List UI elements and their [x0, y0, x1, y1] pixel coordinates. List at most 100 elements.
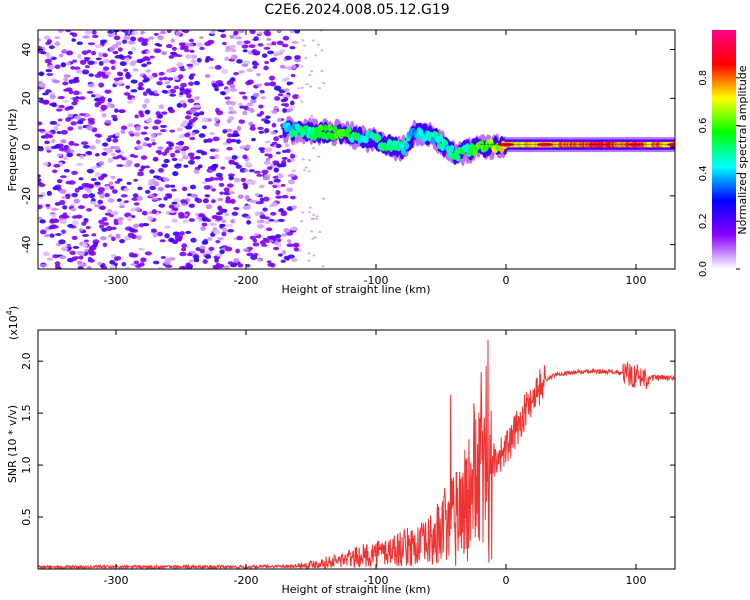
spectrogram-noise-cell — [152, 125, 159, 130]
spectrogram-noise-cell — [300, 100, 304, 103]
spectrogram-noise-cell — [132, 68, 139, 72]
spectrogram-noise-cell — [303, 169, 307, 172]
spectrogram-noise-cell — [207, 138, 213, 143]
spectrogram-noise-cell — [61, 214, 67, 219]
spectrogram-noise-cell — [237, 263, 244, 268]
spectrogram-noise-cell — [188, 218, 195, 222]
spectrogram-noise-cell — [38, 183, 46, 188]
spectrogram-noise-cell — [314, 54, 318, 57]
spectrogram-noise-cell — [270, 211, 277, 216]
spectrogram-noise-cell — [228, 159, 234, 165]
spectrogram-noise-cell — [49, 233, 55, 238]
spectrogram-noise-cell — [83, 217, 89, 223]
spectrogram-noise-cell — [149, 185, 157, 191]
spectrogram-noise-cell — [101, 112, 107, 118]
spectrogram-noise-cell — [77, 53, 82, 59]
spectrogram-noise-cell — [107, 157, 114, 163]
spectrogram-noise-cell — [178, 158, 184, 162]
spectrogram-noise-cell — [38, 204, 43, 210]
spectrogram-noise-cell — [281, 194, 289, 199]
spectrogram-signal-cell — [430, 136, 436, 144]
spectrogram-noise-cell — [230, 138, 237, 143]
spectrogram-noise-cell — [147, 36, 155, 40]
spectrogram-noise-cell — [317, 155, 321, 158]
spectrogram-noise-cell — [109, 264, 115, 269]
spectrogram-noise-cell — [77, 205, 85, 210]
spectrogram-noise-cell — [237, 194, 244, 199]
spectrogram-noise-cell — [138, 223, 145, 228]
spectrogram-noise-cell — [220, 33, 227, 39]
spectrogram-noise-cell — [242, 205, 250, 210]
spectrogram-noise-cell — [215, 215, 223, 221]
spectrogram-noise-cell — [149, 194, 154, 198]
spectrogram-noise-cell — [257, 43, 264, 47]
spectrogram-noise-cell — [238, 91, 246, 95]
spectrogram-noise-cell — [229, 84, 236, 88]
spectrogram-noise-cell — [187, 98, 195, 103]
spectrogram-noise-cell — [68, 140, 75, 146]
spectrogram-noise-cell — [228, 106, 234, 111]
spectrogram-noise-cell — [257, 224, 264, 229]
spectrogram-noise-cell — [70, 65, 76, 70]
spectrogram-noise-cell — [250, 98, 257, 104]
spectrogram-noise-cell — [251, 49, 258, 54]
y-tick-label: -40 — [20, 236, 33, 254]
spectrogram-noise-cell — [81, 69, 90, 75]
y-tick-label: 0.5 — [20, 508, 33, 526]
spectrogram-noise-cell — [277, 93, 284, 97]
spectrogram-noise-cell — [275, 151, 281, 155]
spectrogram-noise-cell — [153, 32, 159, 36]
spectrogram-noise-cell — [51, 215, 57, 220]
spectrogram-noise-cell — [61, 48, 68, 53]
spectrogram-noise-cell — [149, 55, 155, 59]
spectrogram-noise-cell — [179, 68, 186, 72]
spectrogram-noise-cell — [238, 119, 246, 124]
spectrogram-noise-cell — [154, 48, 162, 54]
spectrogram-noise-cell — [45, 42, 52, 45]
spectrogram-noise-cell — [292, 94, 300, 100]
spectrogram-noise-cell — [65, 87, 73, 92]
spectrogram-noise-cell — [272, 182, 280, 186]
spectrogram-noise-cell — [310, 114, 314, 117]
spectrogram-noise-cell — [212, 227, 218, 231]
spectrogram-noise-cell — [116, 164, 124, 167]
spectrogram-noise-cell — [242, 154, 248, 160]
spectrogram-noise-cell — [258, 147, 266, 151]
spectrogram-noise-cell — [249, 108, 255, 114]
spectrogram-noise-cell — [259, 200, 264, 205]
spectrogram-noise-cell — [178, 42, 186, 47]
spectrogram-noise-cell — [121, 157, 126, 161]
spectrogram-noise-cell — [312, 147, 316, 150]
spectrogram-noise-cell — [140, 257, 147, 263]
spectrogram-noise-cell — [117, 178, 123, 182]
spectrogram-noise-cell — [176, 62, 184, 68]
spectrogram-noise-cell — [253, 170, 261, 174]
spectrogram-noise-cell — [241, 44, 249, 49]
spectrogram-noise-cell — [293, 247, 300, 252]
spectrogram-noise-cell — [145, 88, 152, 94]
spectrogram-noise-cell — [207, 237, 213, 241]
spectrogram-noise-cell — [137, 186, 143, 191]
spectrogram-noise-cell — [297, 87, 301, 90]
spectrogram-noise-cell — [212, 163, 219, 168]
y-tick-label: 0 — [20, 144, 33, 151]
spectrogram-noise-cell — [110, 175, 116, 180]
spectrogram-noise-cell — [262, 237, 268, 241]
spectrogram-noise-cell — [65, 30, 72, 33]
spectrogram-noise-cell — [166, 30, 172, 34]
spectrogram-noise-cell — [79, 228, 84, 232]
colorbar-tick-label: 0.4 — [698, 165, 709, 181]
spectrogram-noise-cell — [183, 164, 189, 168]
spectrogram-noise-cell — [143, 165, 151, 169]
spectrogram-noise-cell — [262, 207, 268, 212]
spectrogram-noise-cell — [90, 177, 97, 182]
spectrogram-noise-cell — [271, 109, 278, 114]
spectrogram-noise-cell — [72, 246, 80, 249]
spectrogram-noise-cell — [141, 41, 148, 47]
spectrogram-noise-cell — [165, 193, 172, 197]
spectrogram-noise-cell — [58, 104, 65, 109]
spectrogram-noise-cell — [245, 215, 252, 220]
spectrogram-noise-cell — [272, 160, 280, 164]
spectrogram-noise-cell — [76, 41, 83, 45]
spectrogram-noise-cell — [109, 259, 116, 265]
